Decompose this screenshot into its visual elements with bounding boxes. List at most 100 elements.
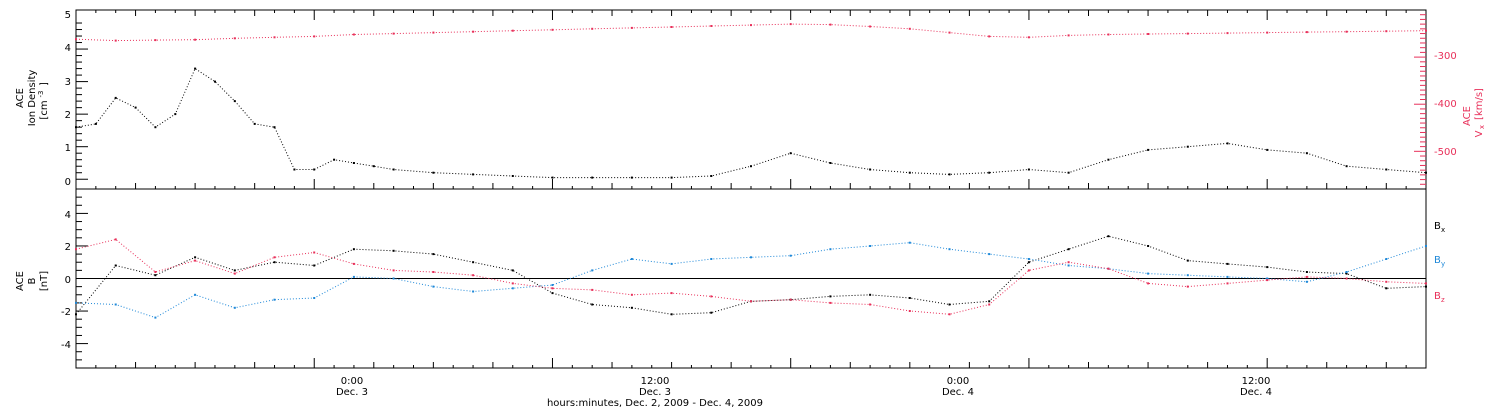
bottom-point xyxy=(75,301,77,304)
top-rtick-300: -300 xyxy=(1434,51,1457,62)
bottom-point xyxy=(908,241,911,244)
x-axis-label: hours:minutes, Dec. 2, 2009 - Dec. 4, 20… xyxy=(547,398,763,409)
bottom-point xyxy=(551,284,554,286)
top-left-ylabel: ACE Ion Density [cm -3 ] xyxy=(15,70,50,127)
top-point xyxy=(1226,142,1229,145)
bottom-point xyxy=(1345,272,1348,275)
top-point xyxy=(293,168,296,171)
top-point xyxy=(869,25,872,28)
bottom-point xyxy=(908,297,911,299)
top-right-ylabel: ACE V x [km/s] xyxy=(1462,88,1486,137)
top-point xyxy=(551,28,554,31)
top-point xyxy=(273,36,276,39)
bottom-point xyxy=(1226,282,1229,285)
top-trace-0 xyxy=(75,67,1427,179)
top-point xyxy=(1067,171,1070,174)
bottom-series-By xyxy=(75,241,1427,319)
top-point xyxy=(154,39,157,42)
top-ytick-0: 0 xyxy=(65,177,71,188)
top-point xyxy=(511,29,514,32)
top-point xyxy=(134,106,137,109)
bottom-point xyxy=(829,248,832,251)
bottom-point xyxy=(194,256,197,259)
bottom-point xyxy=(1305,271,1308,273)
xtick-3-time: 12:00 xyxy=(1242,376,1271,387)
legend-by: B xyxy=(1434,255,1441,266)
bottom-point xyxy=(1067,261,1070,264)
bottom-point xyxy=(154,274,157,277)
bottom-point xyxy=(1147,245,1150,247)
bottom-point xyxy=(1385,258,1388,260)
bottom-point xyxy=(1226,262,1229,265)
bottom-trace-Bx xyxy=(75,235,1427,315)
top-point xyxy=(214,80,216,83)
bottom-point xyxy=(114,238,117,241)
top-point xyxy=(392,168,395,171)
top-point xyxy=(114,96,117,99)
bottom-point xyxy=(948,303,951,306)
bottom-point xyxy=(869,293,872,296)
top-ylabel-line2: Ion Density xyxy=(27,70,38,127)
bottom-ytick-4: 4 xyxy=(65,210,71,221)
top-point xyxy=(154,126,157,129)
top-point xyxy=(1425,29,1427,32)
bottom-point xyxy=(273,261,276,264)
top-point xyxy=(948,31,951,34)
top-series-1 xyxy=(75,23,1427,42)
top-point xyxy=(511,175,514,177)
bottom-point xyxy=(908,310,911,312)
bottom-point xyxy=(1186,274,1189,277)
bottom-point xyxy=(988,303,991,306)
bottom-point xyxy=(670,292,673,295)
top-point xyxy=(432,31,435,34)
top-point xyxy=(908,171,911,174)
top-point xyxy=(948,173,951,176)
legend-bz: B xyxy=(1434,291,1441,302)
top-point xyxy=(313,35,316,38)
top-point xyxy=(1147,148,1150,151)
bottom-point xyxy=(1067,264,1070,267)
legend-bz-sub: z xyxy=(1441,296,1445,304)
bottom-point xyxy=(432,253,435,256)
top-point xyxy=(750,165,752,168)
top-point xyxy=(1385,30,1388,33)
bottom-point xyxy=(1027,261,1030,264)
bottom-point xyxy=(352,275,355,278)
top-point xyxy=(233,37,236,40)
bottom-point xyxy=(1305,275,1308,278)
bottom-point xyxy=(948,248,951,251)
top-point xyxy=(1067,34,1070,37)
bottom-point xyxy=(313,251,316,254)
top-point xyxy=(194,38,197,41)
top-point xyxy=(372,165,375,168)
top-point xyxy=(1107,33,1110,36)
bottom-point xyxy=(869,245,872,247)
bottom-point xyxy=(233,306,236,309)
bottom-point xyxy=(194,293,197,296)
top-point xyxy=(829,162,832,164)
top-point xyxy=(1385,168,1388,171)
bottom-point xyxy=(194,259,197,262)
top-series-0 xyxy=(75,67,1427,179)
top-point xyxy=(432,171,435,174)
top-ytick-3: 3 xyxy=(65,77,71,88)
top-point xyxy=(472,173,475,176)
top-point xyxy=(1345,165,1348,168)
bottom-point xyxy=(710,311,713,314)
bottom-point xyxy=(630,258,633,260)
bottom-trace-By xyxy=(75,242,1427,319)
top-point xyxy=(94,122,97,125)
bottom-ylabel-line1: ACE xyxy=(15,271,26,291)
bottom-point xyxy=(1067,248,1070,251)
bottom-point xyxy=(1226,275,1229,278)
bottom-point xyxy=(710,258,713,260)
bottom-point xyxy=(1425,282,1427,285)
bottom-point xyxy=(1305,280,1308,283)
top-point xyxy=(1186,32,1189,35)
top-ytick-1: 1 xyxy=(65,143,71,154)
bottom-point xyxy=(948,313,951,316)
bottom-point xyxy=(670,313,673,316)
bottom-point xyxy=(829,301,832,304)
bottom-point xyxy=(1425,245,1427,247)
top-rtick-400: -400 xyxy=(1434,99,1457,110)
